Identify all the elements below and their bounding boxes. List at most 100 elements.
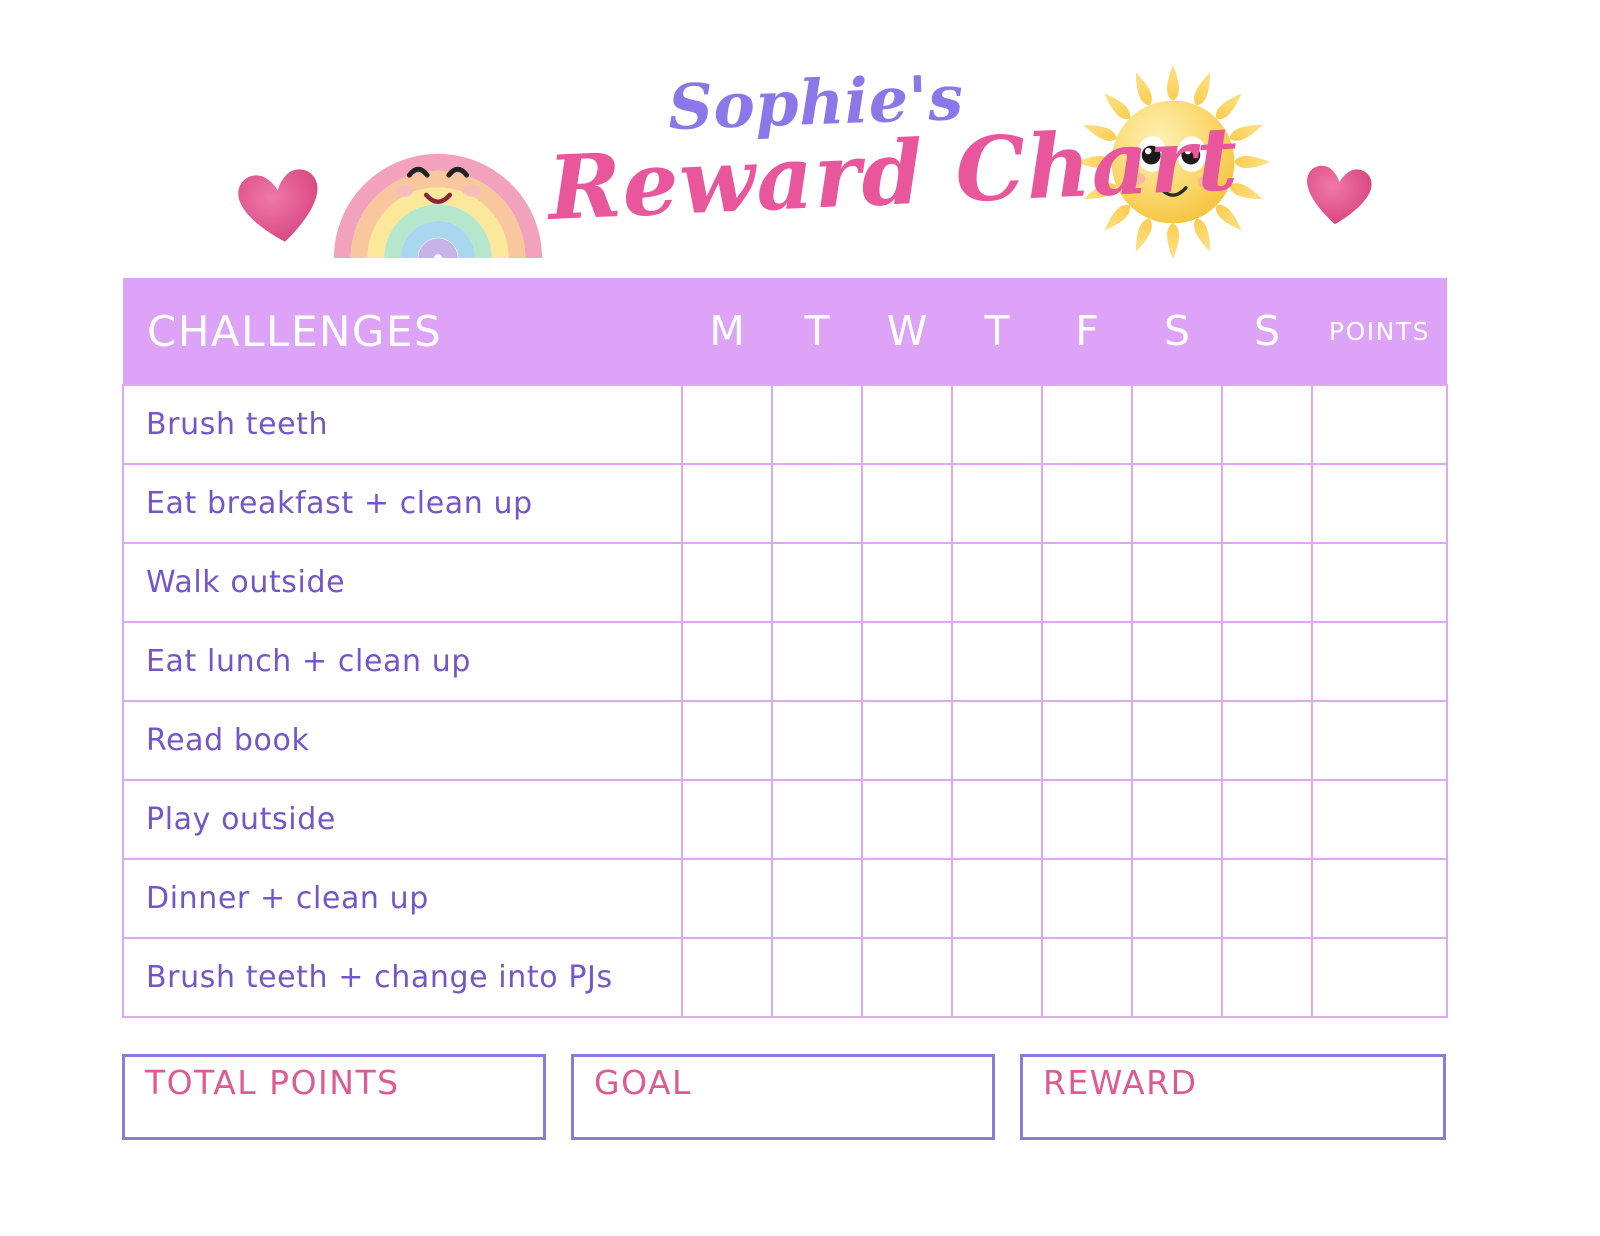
task-label: Read book	[122, 700, 683, 781]
checkbox-cell-monday[interactable]	[681, 700, 773, 781]
checkbox-cell-thursday[interactable]	[951, 858, 1043, 939]
checkbox-cell-tuesday[interactable]	[771, 700, 863, 781]
checkbox-cell-thursday[interactable]	[951, 621, 1043, 702]
task-label: Brush teeth + change into PJs	[122, 937, 683, 1018]
table-row: Eat lunch + clean up	[122, 621, 1448, 702]
task-label: Dinner + clean up	[122, 858, 683, 939]
checkbox-cell-monday[interactable]	[681, 463, 773, 544]
checkbox-cell-monday[interactable]	[681, 858, 773, 939]
checkbox-cell-thursday[interactable]	[951, 384, 1043, 465]
rainbow-icon	[333, 112, 543, 260]
reward-box[interactable]: REWARD	[1020, 1054, 1446, 1140]
checkbox-cell-friday[interactable]	[1041, 937, 1133, 1018]
checkbox-cell-tuesday[interactable]	[771, 621, 863, 702]
header-challenges: CHALLENGES	[123, 278, 682, 385]
checkbox-cell-sunday[interactable]	[1221, 700, 1313, 781]
checkbox-cell-sunday[interactable]	[1221, 937, 1313, 1018]
header-points: POINTS	[1312, 278, 1447, 385]
task-label: Play outside	[122, 779, 683, 860]
total-points-label: TOTAL POINTS	[145, 1063, 400, 1102]
checkbox-cell-sunday[interactable]	[1221, 858, 1313, 939]
checkbox-cell-wednesday[interactable]	[861, 384, 953, 465]
checkbox-cell-wednesday[interactable]	[861, 858, 953, 939]
table-row: Brush teeth + change into PJs	[122, 937, 1448, 1018]
checkbox-cell-saturday[interactable]	[1131, 621, 1223, 702]
checkbox-cell-tuesday[interactable]	[771, 858, 863, 939]
header-day-monday: M	[682, 278, 772, 385]
checkbox-cell-monday[interactable]	[681, 542, 773, 623]
checkbox-cell-sunday[interactable]	[1221, 779, 1313, 860]
table-row: Brush teeth	[122, 384, 1448, 465]
points-cell[interactable]	[1311, 858, 1448, 939]
table-header-row: CHALLENGES M T W T F S S POINTS	[123, 278, 1447, 385]
checkbox-cell-wednesday[interactable]	[861, 700, 953, 781]
header-day-saturday: S	[1132, 278, 1222, 385]
table-row: Read book	[122, 700, 1448, 781]
checkbox-cell-thursday[interactable]	[951, 779, 1043, 860]
checkbox-cell-tuesday[interactable]	[771, 463, 863, 544]
goal-box[interactable]: GOAL	[571, 1054, 995, 1140]
sun-icon	[1064, 56, 1282, 268]
checkbox-cell-wednesday[interactable]	[861, 621, 953, 702]
page-title: Sophie's Reward Chart	[540, 61, 1240, 266]
checkbox-cell-sunday[interactable]	[1221, 621, 1313, 702]
total-points-box[interactable]: TOTAL POINTS	[122, 1054, 546, 1140]
goal-label: GOAL	[594, 1063, 692, 1102]
checkbox-cell-wednesday[interactable]	[861, 542, 953, 623]
checkbox-cell-friday[interactable]	[1041, 700, 1133, 781]
table-row: Eat breakfast + clean up	[122, 463, 1448, 544]
checkbox-cell-saturday[interactable]	[1131, 542, 1223, 623]
checkbox-cell-friday[interactable]	[1041, 621, 1133, 702]
checkbox-cell-friday[interactable]	[1041, 779, 1133, 860]
checkbox-cell-friday[interactable]	[1041, 858, 1133, 939]
header-day-sunday: S	[1222, 278, 1312, 385]
checkbox-cell-thursday[interactable]	[951, 937, 1043, 1018]
table-row: Play outside	[122, 779, 1448, 860]
points-cell[interactable]	[1311, 384, 1448, 465]
checkbox-cell-monday[interactable]	[681, 937, 773, 1018]
checkbox-cell-monday[interactable]	[681, 779, 773, 860]
checkbox-cell-sunday[interactable]	[1221, 463, 1313, 544]
task-label: Walk outside	[122, 542, 683, 623]
checkbox-cell-monday[interactable]	[681, 384, 773, 465]
table-row: Dinner + clean up	[122, 858, 1448, 939]
checkbox-cell-saturday[interactable]	[1131, 384, 1223, 465]
checkbox-cell-tuesday[interactable]	[771, 542, 863, 623]
checkbox-cell-tuesday[interactable]	[771, 779, 863, 860]
checkbox-cell-monday[interactable]	[681, 621, 773, 702]
checkbox-cell-thursday[interactable]	[951, 700, 1043, 781]
checkbox-cell-saturday[interactable]	[1131, 779, 1223, 860]
points-cell[interactable]	[1311, 700, 1448, 781]
table-body: Brush teeth Eat breakfast + clean up Wal…	[122, 384, 1448, 1018]
checkbox-cell-saturday[interactable]	[1131, 463, 1223, 544]
checkbox-cell-saturday[interactable]	[1131, 700, 1223, 781]
checkbox-cell-wednesday[interactable]	[861, 779, 953, 860]
checkbox-cell-saturday[interactable]	[1131, 937, 1223, 1018]
checkbox-cell-wednesday[interactable]	[861, 937, 953, 1018]
heart-icon-right	[1300, 159, 1377, 232]
points-cell[interactable]	[1311, 937, 1448, 1018]
header-day-friday: F	[1042, 278, 1132, 385]
points-cell[interactable]	[1311, 542, 1448, 623]
checkbox-cell-friday[interactable]	[1041, 542, 1133, 623]
checkbox-cell-tuesday[interactable]	[771, 384, 863, 465]
header-day-thursday: T	[952, 278, 1042, 385]
summary-boxes: TOTAL POINTS GOAL REWARD	[122, 1054, 1446, 1140]
task-label: Eat lunch + clean up	[122, 621, 683, 702]
checkbox-cell-tuesday[interactable]	[771, 937, 863, 1018]
checkbox-cell-thursday[interactable]	[951, 542, 1043, 623]
checkbox-cell-friday[interactable]	[1041, 463, 1133, 544]
checkbox-cell-sunday[interactable]	[1221, 542, 1313, 623]
points-cell[interactable]	[1311, 463, 1448, 544]
checkbox-cell-wednesday[interactable]	[861, 463, 953, 544]
task-label: Eat breakfast + clean up	[122, 463, 683, 544]
header-day-wednesday: W	[862, 278, 952, 385]
task-label: Brush teeth	[122, 384, 683, 465]
checkbox-cell-thursday[interactable]	[951, 463, 1043, 544]
checkbox-cell-friday[interactable]	[1041, 384, 1133, 465]
points-cell[interactable]	[1311, 779, 1448, 860]
heart-icon-left	[232, 160, 328, 251]
checkbox-cell-saturday[interactable]	[1131, 858, 1223, 939]
points-cell[interactable]	[1311, 621, 1448, 702]
checkbox-cell-sunday[interactable]	[1221, 384, 1313, 465]
